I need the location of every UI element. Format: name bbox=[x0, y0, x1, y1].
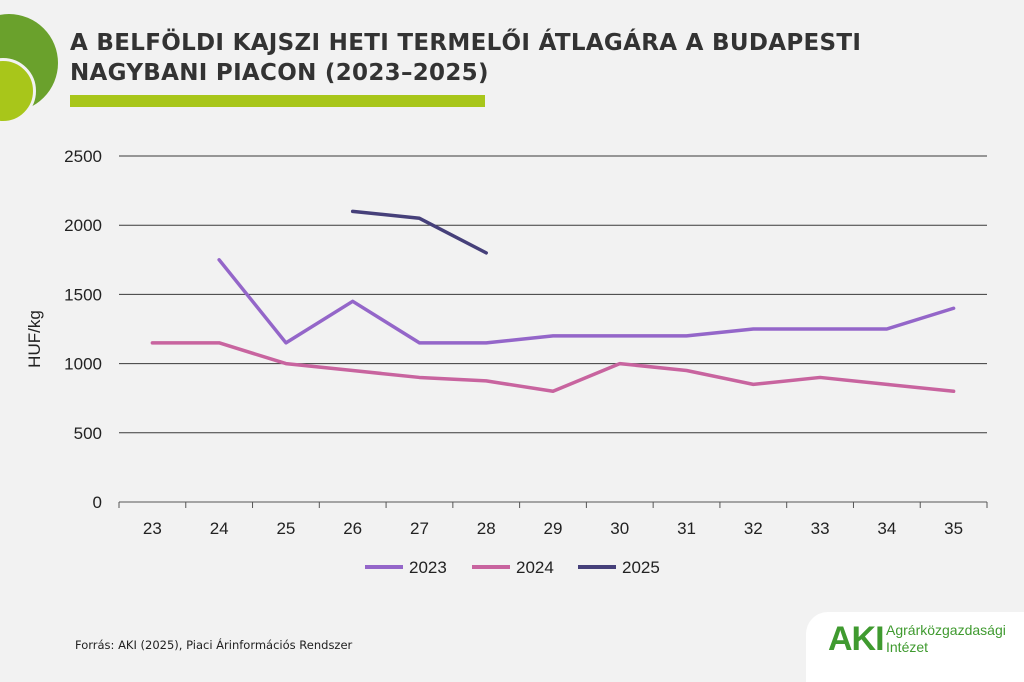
x-tick-label: 26 bbox=[343, 519, 362, 538]
source-note: Forrás: AKI (2025), Piaci Árinformációs … bbox=[75, 638, 353, 652]
x-tick-label: 25 bbox=[276, 519, 295, 538]
x-tick-label: 29 bbox=[544, 519, 563, 538]
y-axis-label: HUF/kg bbox=[25, 310, 44, 368]
x-tick-label: 34 bbox=[877, 519, 896, 538]
logo-institute-name: Agrárközgazdasági Intézet bbox=[886, 622, 1006, 656]
x-tick-label: 31 bbox=[677, 519, 696, 538]
logo-name-line1: Agrárközgazdasági bbox=[886, 622, 1006, 638]
logo-name-line2: Intézet bbox=[886, 639, 929, 655]
y-tick-label: 2000 bbox=[64, 216, 102, 235]
series-line-2024 bbox=[150, 341, 956, 394]
line-chart: 0 500 1000 1500 2000 2500 23 24 25 26 27 28 29 30 31 32… bbox=[25, 147, 988, 577]
x-tick-label: 35 bbox=[944, 519, 963, 538]
y-tick-label: 1000 bbox=[64, 355, 102, 374]
title-underline-bar bbox=[70, 95, 485, 107]
chart-title: A BELFÖLDI KAJSZI HETI TERMELŐI ÁTLAGÁRA… bbox=[70, 28, 970, 88]
x-tick-label: 27 bbox=[410, 519, 429, 538]
y-tick-label: 2500 bbox=[64, 147, 102, 166]
y-tick-label: 500 bbox=[74, 424, 102, 443]
aki-logo-icon: AKI bbox=[828, 620, 885, 658]
chart-title-line1: A BELFÖLDI KAJSZI HETI TERMELŐI ÁTLAGÁRA… bbox=[70, 30, 862, 56]
x-tick-label: 28 bbox=[477, 519, 496, 538]
x-tick-label: 23 bbox=[143, 519, 162, 538]
x-tick-label: 30 bbox=[610, 519, 629, 538]
y-tick-label: 0 bbox=[93, 493, 102, 512]
series-line-2025 bbox=[350, 209, 488, 255]
legend-label-2023: 2023 bbox=[409, 558, 447, 577]
chart-title-line2: NAGYBANI PIACON (2023–2025) bbox=[70, 60, 489, 86]
x-tick-label: 32 bbox=[744, 519, 763, 538]
legend-label-2024: 2024 bbox=[516, 558, 554, 577]
series-line-2023 bbox=[217, 258, 956, 345]
x-tick-label: 33 bbox=[811, 519, 830, 538]
legend-label-2025: 2025 bbox=[622, 558, 660, 577]
x-tick-label: 24 bbox=[210, 519, 229, 538]
y-tick-label: 1500 bbox=[64, 285, 102, 304]
